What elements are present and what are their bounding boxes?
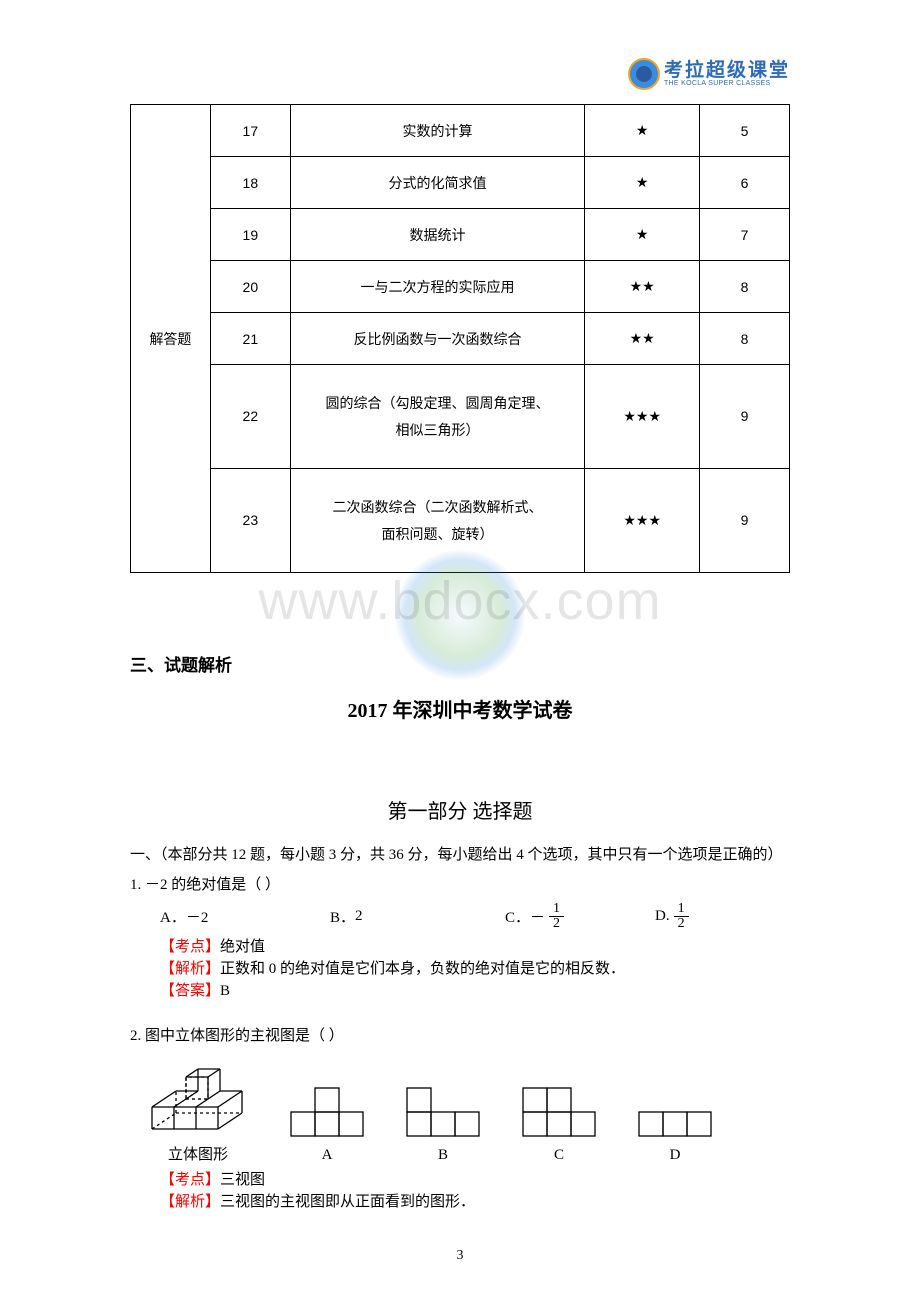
- fig-label: D: [670, 1147, 681, 1164]
- topic-cell: 实数的计算: [290, 105, 584, 157]
- topic-cell: 二次函数综合（二次函数解析式、面积问题、旋转）: [290, 469, 584, 573]
- topic-cell: 数据统计: [290, 209, 584, 261]
- option-D-figure: D: [638, 1111, 712, 1164]
- fig-label: 立体图形: [168, 1143, 228, 1164]
- tag-text: B: [220, 983, 230, 999]
- table-row: 20一与二次方程的实际应用★★8: [131, 261, 790, 313]
- tag-text: 绝对值: [220, 939, 265, 955]
- tag-label: 【考点】: [160, 1172, 220, 1188]
- q1-answer: 【答案】B: [160, 979, 790, 1000]
- logo-emblem-icon: [628, 58, 660, 90]
- table-row: 18分式的化简求值★6: [131, 157, 790, 209]
- fig-label: A: [322, 1147, 333, 1164]
- solid-figure: 立体图形: [148, 1057, 248, 1164]
- qnum-cell: 17: [210, 105, 290, 157]
- table-row: 解答题17实数的计算★5: [131, 105, 790, 157]
- part-title: 第一部分 选择题: [130, 795, 790, 824]
- stars-cell: ★: [585, 105, 700, 157]
- tag-label: 【答案】: [160, 983, 220, 999]
- tag-text: 三视图: [220, 1172, 265, 1188]
- fraction: 1 2: [674, 902, 689, 931]
- fig-label: C: [554, 1147, 564, 1164]
- tag-text: 正数和 0 的绝对值是它们本身，负数的绝对值是它的相反数．: [220, 961, 625, 977]
- opt-text: －2: [186, 906, 209, 927]
- q1-option-D: D. 1 2: [655, 902, 689, 931]
- qnum-cell: 18: [210, 157, 290, 209]
- topic-cell: 圆的综合（勾股定理、圆周角定理、相似三角形）: [290, 365, 584, 469]
- opt-label: A．: [160, 906, 186, 927]
- option-A-figure: A: [290, 1087, 364, 1164]
- opt-text: 2: [355, 908, 363, 925]
- question-table: 解答题17实数的计算★518分式的化简求值★619数据统计★720一与二次方程的…: [130, 104, 790, 573]
- score-cell: 9: [700, 469, 790, 573]
- section-instructions: 一、（本部分共 12 题，每小题 3 分，共 36 分，每小题给出 4 个选项，…: [130, 844, 790, 867]
- opt-neg: －: [530, 906, 545, 927]
- q1-analysis: 【解析】正数和 0 的绝对值是它们本身，负数的绝对值是它的相反数．: [160, 957, 790, 978]
- q1-point: 【考点】绝对值: [160, 935, 790, 956]
- stars-cell: ★★★: [585, 365, 700, 469]
- q2-figures: 立体图形 A B C D: [148, 1057, 790, 1164]
- q1-options: A． －2 B． 2 C． － 1 2 D. 1 2: [160, 902, 790, 931]
- table-row: 21反比例函数与一次函数综合★★8: [131, 313, 790, 365]
- tag-label: 【解析】: [160, 961, 220, 977]
- logo-line2: THE KOCLA SUPER CLASSES: [664, 80, 790, 87]
- qnum-cell: 21: [210, 313, 290, 365]
- q2-stem: 2. 图中立体图形的主视图是（ ）: [130, 1024, 790, 1045]
- qnum-cell: 23: [210, 469, 290, 573]
- score-cell: 6: [700, 157, 790, 209]
- paper-title: 2017 年深圳中考数学试卷: [130, 694, 790, 723]
- option-C-figure: C: [522, 1087, 596, 1164]
- q1-option-B: B． 2: [330, 906, 505, 927]
- topic-cell: 分式的化简求值: [290, 157, 584, 209]
- stars-cell: ★: [585, 157, 700, 209]
- q2-point: 【考点】三视图: [160, 1168, 790, 1189]
- page-number: 3: [457, 1248, 464, 1264]
- brand-logo: 考拉超级课堂 THE KOCLA SUPER CLASSES: [628, 58, 790, 90]
- opt-label: B．: [330, 906, 355, 927]
- logo-line1: 考拉超级课堂: [664, 61, 790, 80]
- q1-stem: 1. －2 的绝对值是（ ）: [130, 873, 790, 894]
- qnum-cell: 19: [210, 209, 290, 261]
- q1-option-A: A． －2: [160, 906, 330, 927]
- view-C-svg: [522, 1087, 596, 1137]
- view-B-svg: [406, 1087, 480, 1137]
- table-row: 23二次函数综合（二次函数解析式、面积问题、旋转）★★★9: [131, 469, 790, 573]
- tag-label: 【解析】: [160, 1194, 220, 1210]
- category-cell: 解答题: [131, 105, 211, 573]
- section-title: 三、试题解析: [130, 651, 790, 676]
- opt-label: D.: [655, 908, 670, 925]
- table-row: 19数据统计★7: [131, 209, 790, 261]
- q1-option-C: C． － 1 2: [505, 902, 655, 931]
- fig-label: B: [438, 1147, 448, 1164]
- score-cell: 8: [700, 261, 790, 313]
- table-row: 22圆的综合（勾股定理、圆周角定理、相似三角形）★★★9: [131, 365, 790, 469]
- score-cell: 7: [700, 209, 790, 261]
- tag-label: 【考点】: [160, 939, 220, 955]
- logo-text: 考拉超级课堂 THE KOCLA SUPER CLASSES: [664, 61, 790, 87]
- topic-cell: 反比例函数与一次函数综合: [290, 313, 584, 365]
- qnum-cell: 22: [210, 365, 290, 469]
- stars-cell: ★★: [585, 313, 700, 365]
- frac-num: 1: [674, 902, 689, 917]
- fraction: 1 2: [549, 902, 564, 931]
- frac-den: 2: [549, 917, 564, 931]
- frac-den: 2: [674, 917, 689, 931]
- opt-label: C．: [505, 906, 530, 927]
- frac-num: 1: [549, 902, 564, 917]
- view-A-svg: [290, 1087, 364, 1137]
- tag-text: 三视图的主视图即从正面看到的图形．: [220, 1194, 475, 1210]
- stars-cell: ★★★: [585, 469, 700, 573]
- solid-svg: [148, 1057, 248, 1133]
- score-cell: 9: [700, 365, 790, 469]
- option-B-figure: B: [406, 1087, 480, 1164]
- view-D-svg: [638, 1111, 712, 1137]
- stars-cell: ★★: [585, 261, 700, 313]
- qnum-cell: 20: [210, 261, 290, 313]
- q2-analysis: 【解析】三视图的主视图即从正面看到的图形．: [160, 1190, 790, 1211]
- topic-cell: 一与二次方程的实际应用: [290, 261, 584, 313]
- stars-cell: ★: [585, 209, 700, 261]
- score-cell: 5: [700, 105, 790, 157]
- score-cell: 8: [700, 313, 790, 365]
- watermark-text: www.bdocx.com: [130, 570, 790, 632]
